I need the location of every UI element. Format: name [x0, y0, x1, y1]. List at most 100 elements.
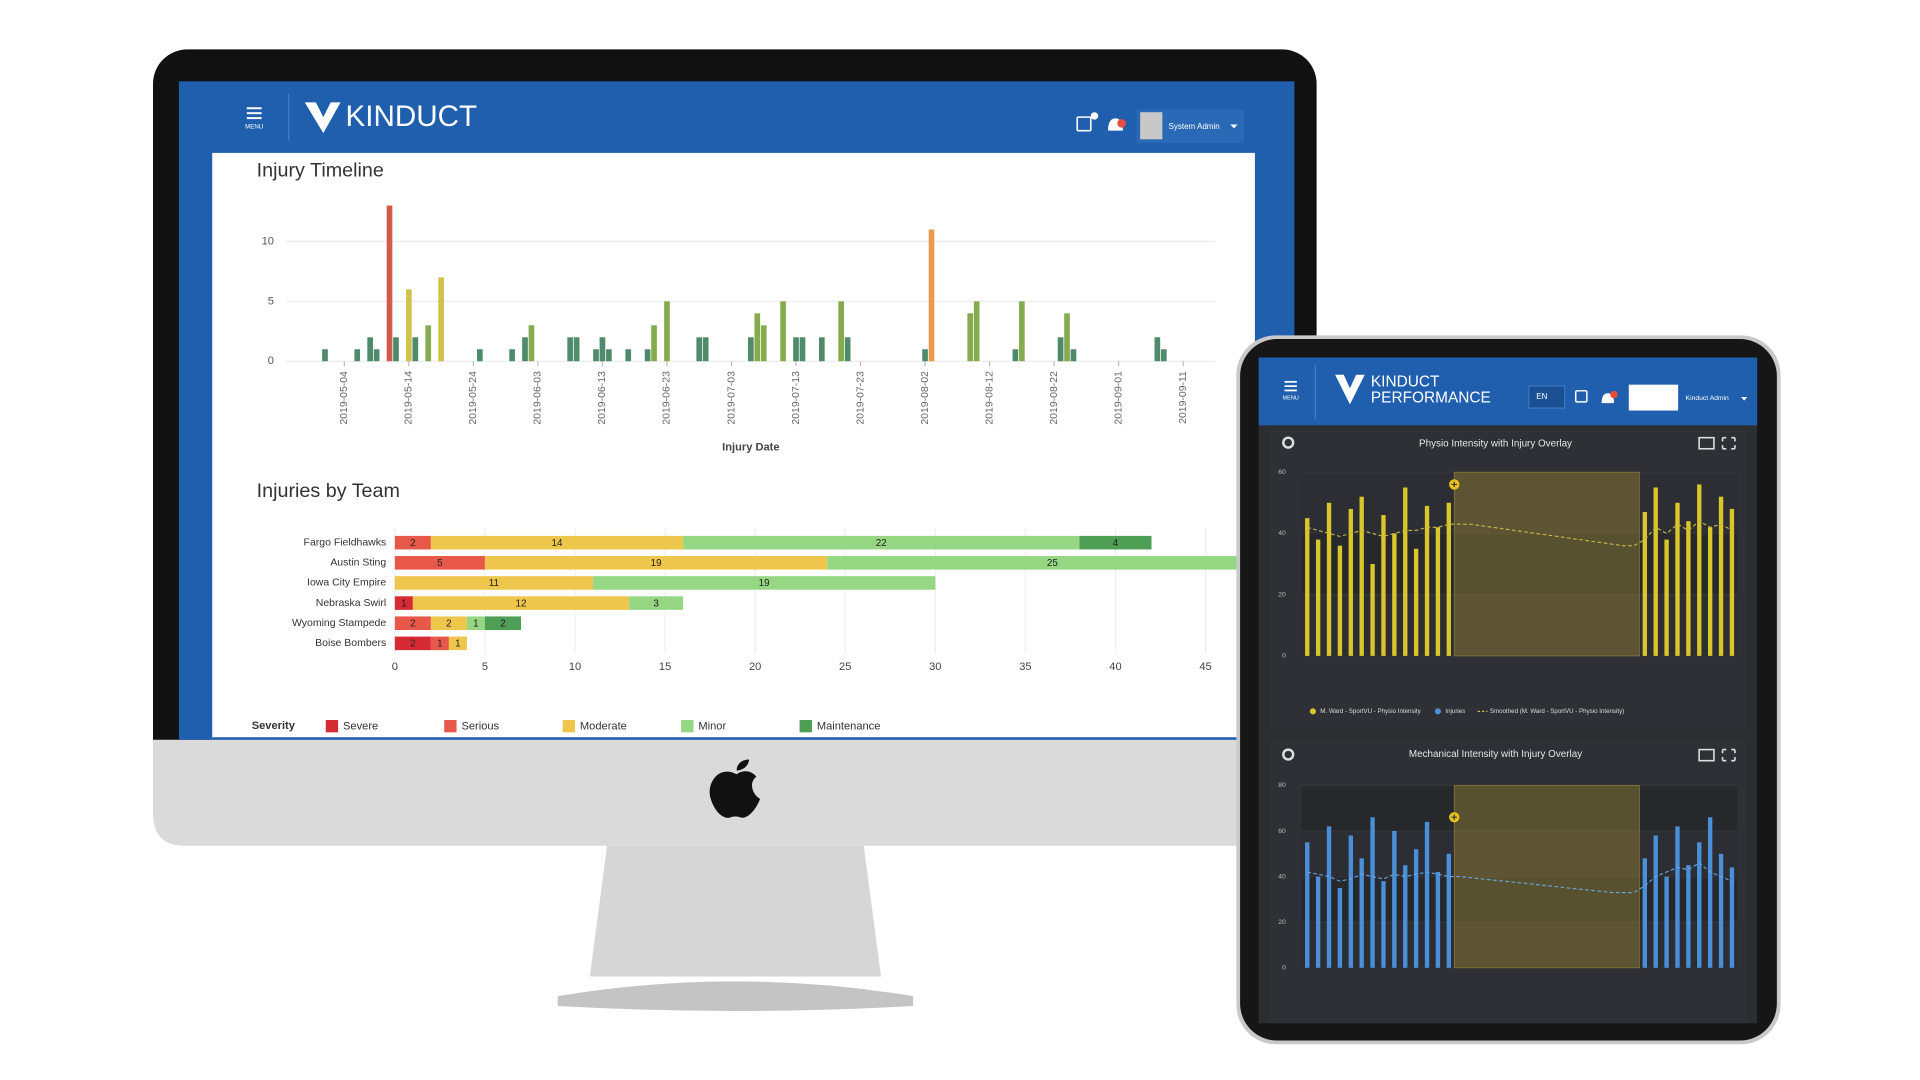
bar: [818, 337, 825, 362]
bar-segment: [1079, 535, 1152, 550]
bar: [1729, 867, 1735, 968]
x-tick-label: 5: [482, 661, 488, 673]
image-icon[interactable]: [1698, 748, 1715, 762]
legend-label: Minor: [698, 721, 726, 733]
y-tick-label: 0: [268, 355, 274, 367]
menu-button[interactable]: MENU: [245, 107, 263, 131]
category-label: Fargo Fieldhawks: [304, 537, 387, 548]
legend-label: Serious: [461, 721, 499, 733]
bar: [1675, 826, 1680, 968]
injury-marker-plus: [1451, 814, 1457, 820]
bar: [1642, 511, 1647, 656]
legend-label: Maintenance: [817, 721, 881, 733]
bar-segment: [448, 636, 467, 651]
bar: [509, 349, 515, 362]
bar-segment: [430, 616, 467, 630]
bar: [651, 325, 657, 362]
bar: [1403, 865, 1408, 968]
bar-segment: [466, 616, 485, 630]
x-tick-label: 2019-06-23: [662, 371, 673, 425]
legend-swatch: [325, 720, 339, 733]
fullscreen-icon[interactable]: [1721, 748, 1736, 762]
data-label: 2: [446, 618, 451, 629]
x-tick-label: 30: [929, 661, 941, 673]
y-tick-label: 80: [1278, 782, 1286, 789]
brand: KINDUCT: [1371, 373, 1440, 390]
x-tick-label: 45: [1199, 661, 1211, 673]
x-tick-label: 2019-08-02: [920, 371, 931, 425]
bar-segment: [394, 596, 413, 610]
y-tick-label: 20: [1278, 591, 1286, 598]
bar: [1315, 876, 1321, 968]
bar: [780, 301, 786, 362]
bar: [373, 349, 380, 362]
bar: [799, 337, 806, 362]
y-tick-label: 0: [1282, 965, 1286, 972]
bar: [1664, 539, 1669, 656]
bar: [1348, 835, 1353, 968]
apple-logo: [709, 759, 761, 818]
y-tick-label: 60: [1278, 469, 1286, 476]
bar: [567, 337, 574, 362]
bar-segment: [412, 596, 630, 610]
brand-logo: [304, 102, 341, 134]
bar: [1381, 515, 1386, 656]
bar: [1435, 872, 1441, 968]
x-tick-label: 40: [1109, 661, 1121, 673]
bar: [1653, 835, 1658, 968]
x-tick-label: 2019-08-22: [1049, 371, 1060, 425]
tasks-icon[interactable]: [1574, 390, 1588, 403]
menu-line: [246, 112, 262, 115]
language-select[interactable]: [1528, 385, 1566, 409]
notification-badge: [1610, 390, 1618, 399]
data-label: 2: [410, 618, 415, 629]
bar-segment: [484, 556, 828, 570]
bar: [1064, 313, 1070, 362]
bar: [1392, 830, 1397, 968]
menu-label: MENU: [245, 124, 263, 131]
y-tick-label: 60: [1278, 828, 1286, 835]
bar: [573, 337, 580, 362]
settings-icon[interactable]: [1282, 748, 1295, 761]
bar: [664, 301, 670, 362]
legend-symbol: [1434, 708, 1442, 715]
x-tick-label: 2019-07-03: [726, 371, 737, 425]
legend-label: Moderate: [580, 721, 627, 733]
bar: [1697, 484, 1702, 656]
bar: [393, 337, 399, 362]
image-icon[interactable]: [1698, 436, 1715, 450]
legend-label: Injuries: [1445, 708, 1465, 715]
bar: [1718, 853, 1724, 968]
bar: [1675, 502, 1680, 656]
y-tick-label: 40: [1278, 873, 1286, 880]
tablet-menu-button[interactable]: MENU: [1283, 380, 1299, 402]
data-label: 2: [500, 618, 505, 629]
x-tick-label: 10: [569, 661, 581, 673]
tasks-icon[interactable]: [1076, 116, 1092, 132]
bar: [1413, 849, 1419, 968]
bar: [838, 301, 845, 362]
data-label: 3: [653, 598, 659, 609]
legend-swatch: [799, 720, 812, 733]
caret: [1741, 396, 1748, 401]
bar: [748, 337, 754, 362]
fullscreen-icon[interactable]: [1721, 436, 1736, 450]
legend-swatch: [681, 720, 694, 733]
bar: [1326, 502, 1332, 656]
bar: [1729, 508, 1735, 656]
bar: [1642, 858, 1647, 968]
y-tick-label: 5: [268, 295, 274, 307]
bar: [599, 337, 606, 362]
bar: [1446, 502, 1451, 656]
bar-segment: [683, 535, 1080, 550]
smoothed-line: [1307, 862, 1733, 894]
settings-icon[interactable]: [1282, 436, 1295, 449]
menu-label: MENU: [1283, 396, 1299, 402]
language: EN: [1536, 392, 1547, 401]
stand-base: [557, 981, 914, 1011]
bar: [625, 349, 632, 362]
bar-segment: [394, 556, 485, 570]
menu-line: [246, 107, 262, 110]
bar-segment: [394, 576, 594, 590]
data-label: 1: [437, 639, 442, 650]
